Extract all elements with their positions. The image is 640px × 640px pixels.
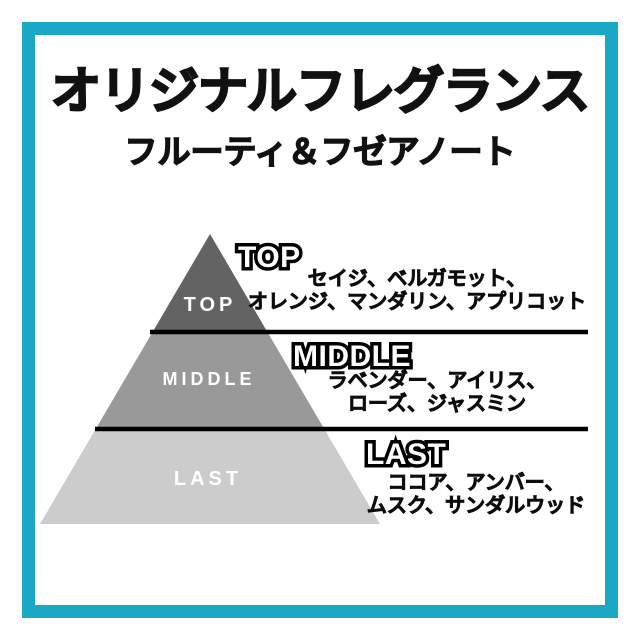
pyramid-label-last: LAST bbox=[174, 468, 242, 490]
last-note-ingredients-line-1: ココア、アンバー、 bbox=[387, 472, 565, 495]
middle-note-ingredients-line-1: ラベンダー、アイリス、 bbox=[327, 370, 547, 393]
pyramid-label-top: TOP bbox=[184, 294, 237, 316]
middle-note-ingredients-line-2: ローズ、ジャスミン bbox=[348, 393, 527, 416]
page-subtitle: フルーティ＆フゼアノート bbox=[124, 132, 516, 170]
teal-border-frame bbox=[22, 22, 618, 618]
middle-note-heading: MIDDLE bbox=[293, 342, 411, 373]
top-note-ingredients-line-1: セイジ、ベルガモット、 bbox=[307, 268, 527, 291]
pyramid-middle-section bbox=[95, 332, 325, 429]
top-note-ingredients-line-2: オレンジ、マンダリン、アプリコット bbox=[247, 291, 587, 314]
pyramid-last-section bbox=[40, 429, 380, 524]
pyramid-top-section bbox=[152, 234, 268, 332]
top-note-ingredients: セイジ、ベルガモット、 オレンジ、マンダリン、アプリコット bbox=[247, 268, 587, 314]
last-note-ingredients-line-2: ムスク、サンダルウッド bbox=[366, 495, 586, 518]
middle-note-ingredients: ラベンダー、アイリス、 ローズ、ジャスミン bbox=[327, 370, 547, 416]
top-note-heading: TOP bbox=[238, 243, 301, 274]
last-note-heading: LAST bbox=[366, 440, 447, 471]
last-note-ingredients: ココア、アンバー、 ムスク、サンダルウッド bbox=[366, 472, 586, 518]
pyramid-label-middle: MIDDLE bbox=[163, 369, 256, 389]
page-title: オリジナルフレグランス bbox=[50, 62, 591, 120]
